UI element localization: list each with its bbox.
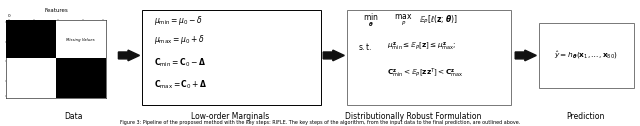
X-axis label: Features: Features <box>44 8 68 13</box>
Text: $\mathbf{C}_{\max} = \mathbf{C}_0 + \boldsymbol{\Delta}$: $\mathbf{C}_{\max} = \mathbf{C}_0 + \bol… <box>154 78 207 91</box>
Text: Low-order Marginals: Low-order Marginals <box>191 112 269 121</box>
Polygon shape <box>323 50 344 61</box>
Text: $\mu^{\mathbf{z}}_{\min} \leq \mathbb{E}_P[\mathbf{z}] \leq \mu^{\mathbf{z}}_{\m: $\mu^{\mathbf{z}}_{\min} \leq \mathbb{E}… <box>387 41 456 53</box>
Text: $\mu_{\min} = \mu_0 - \delta$: $\mu_{\min} = \mu_0 - \delta$ <box>154 14 202 27</box>
Text: $\mathbb{E}_P[\ell(\mathbf{z};\boldsymbol{\theta})]$: $\mathbb{E}_P[\ell(\mathbf{z};\boldsymbo… <box>419 14 458 26</box>
Text: $\mathrm{s.t.}$: $\mathrm{s.t.}$ <box>358 41 373 52</box>
Text: $\hat{y} = h_{\boldsymbol{\theta}}(\mathbf{x}_1, \ldots, \mathbf{x}_{80})$: $\hat{y} = h_{\boldsymbol{\theta}}(\math… <box>554 50 618 61</box>
Text: Prediction: Prediction <box>566 112 605 121</box>
Text: Data: Data <box>65 112 83 121</box>
FancyBboxPatch shape <box>539 23 634 88</box>
Text: $\min_{\boldsymbol{\theta}}$: $\min_{\boldsymbol{\theta}}$ <box>363 11 379 29</box>
Text: $\max_{P}$: $\max_{P}$ <box>394 12 412 28</box>
Text: Figure 3: Pipeline of the proposed method with the key steps: RIFLE. The key ste: Figure 3: Pipeline of the proposed metho… <box>120 120 520 125</box>
Text: Missing Values: Missing Values <box>17 77 45 81</box>
Text: Missing Values: Missing Values <box>67 38 95 42</box>
Text: $\mu_{\max} = \mu_0 + \delta$: $\mu_{\max} = \mu_0 + \delta$ <box>154 33 204 46</box>
Text: $\mathbf{C}_{\min} = \mathbf{C}_0 - \boldsymbol{\Delta}$: $\mathbf{C}_{\min} = \mathbf{C}_0 - \bol… <box>154 57 205 69</box>
FancyBboxPatch shape <box>142 10 321 105</box>
Polygon shape <box>515 50 536 61</box>
FancyBboxPatch shape <box>347 10 511 105</box>
Text: $\mathbf{C}^{\mathbf{z}}_{\min} < \mathbb{E}_P[\mathbf{z}\mathbf{z}^T] < \mathbf: $\mathbf{C}^{\mathbf{z}}_{\min} < \mathb… <box>387 66 463 80</box>
Text: Distributionally Robust Formulation: Distributionally Robust Formulation <box>344 112 481 121</box>
Polygon shape <box>118 50 140 61</box>
Y-axis label: Data Points: Data Points <box>0 43 2 75</box>
